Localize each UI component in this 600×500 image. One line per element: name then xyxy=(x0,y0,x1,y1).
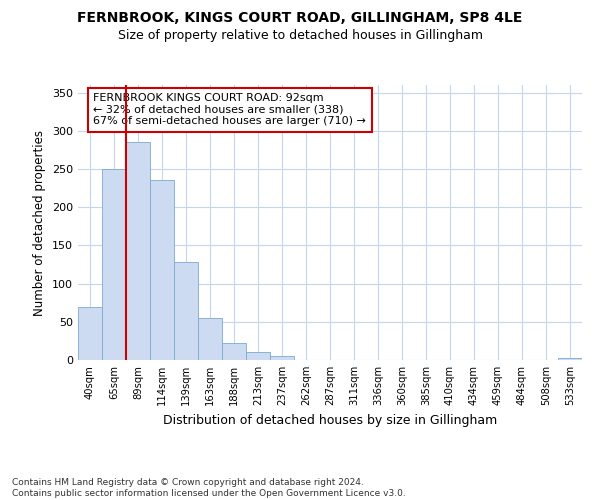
Bar xyxy=(270,356,294,360)
Bar xyxy=(198,318,222,360)
Bar xyxy=(222,343,246,360)
Bar xyxy=(174,262,198,360)
Text: FERNBROOK, KINGS COURT ROAD, GILLINGHAM, SP8 4LE: FERNBROOK, KINGS COURT ROAD, GILLINGHAM,… xyxy=(77,10,523,24)
Bar xyxy=(78,306,102,360)
Text: Size of property relative to detached houses in Gillingham: Size of property relative to detached ho… xyxy=(118,28,482,42)
Bar xyxy=(558,358,582,360)
Bar xyxy=(102,169,126,360)
Text: Contains HM Land Registry data © Crown copyright and database right 2024.
Contai: Contains HM Land Registry data © Crown c… xyxy=(12,478,406,498)
Bar xyxy=(126,142,150,360)
Y-axis label: Number of detached properties: Number of detached properties xyxy=(34,130,46,316)
Text: FERNBROOK KINGS COURT ROAD: 92sqm
← 32% of detached houses are smaller (338)
67%: FERNBROOK KINGS COURT ROAD: 92sqm ← 32% … xyxy=(93,93,366,126)
Bar xyxy=(246,352,270,360)
X-axis label: Distribution of detached houses by size in Gillingham: Distribution of detached houses by size … xyxy=(163,414,497,426)
Bar xyxy=(150,180,174,360)
